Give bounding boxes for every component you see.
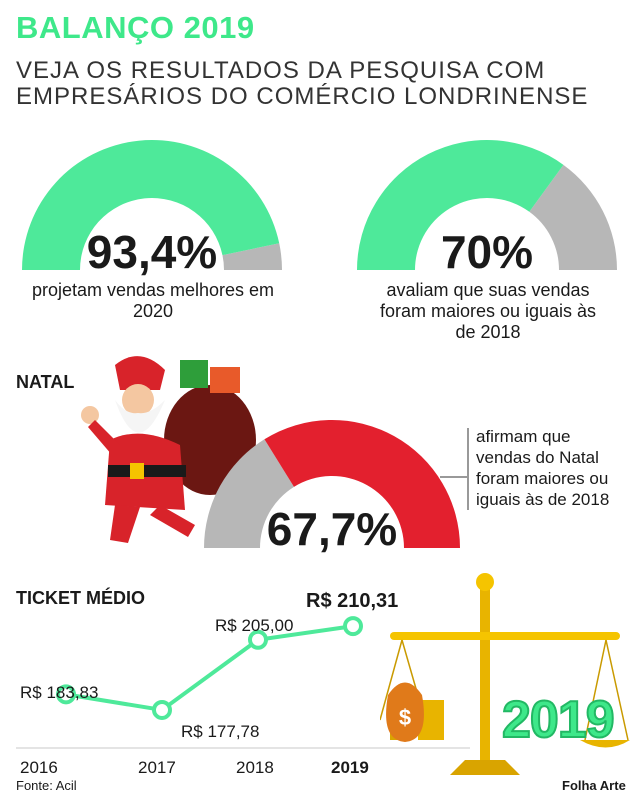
ticket-line-chart <box>16 616 470 749</box>
ticket-heading: TICKET MÉDIO <box>16 588 145 608</box>
data-point-2019 <box>343 616 363 637</box>
gauge-1-fill <box>22 140 280 270</box>
gift-box <box>210 367 240 393</box>
gift-box <box>180 360 208 388</box>
gauge-3-fill <box>264 420 460 548</box>
natal-heading: NATAL <box>16 372 75 392</box>
data-point-2018 <box>248 629 268 650</box>
footer-source: Fonte: Acil <box>16 778 77 793</box>
x-tick-2019: 2019 <box>331 758 369 777</box>
page-title: BALANÇO 2019 <box>16 10 255 45</box>
data-label-2016: R$ 183,83 <box>20 683 99 702</box>
scale-illustration: $ <box>380 573 630 775</box>
money-bag <box>386 682 424 742</box>
gauge-1-caption: projetam vendas melhores em 2020 <box>31 280 275 321</box>
scale-pole <box>480 585 490 765</box>
gauge-1-track <box>222 243 282 270</box>
santa-leg <box>110 505 140 543</box>
gauge-2-track <box>529 164 617 270</box>
gauge-2-fill <box>357 140 564 270</box>
santa-arm <box>88 420 120 455</box>
note-divider <box>467 428 469 510</box>
santa-belt <box>108 465 186 477</box>
data-label-2017: R$ 177,78 <box>181 722 260 741</box>
santa-illustration <box>81 356 256 543</box>
santa-hat <box>115 356 165 390</box>
gauge-3-value: 67,7% <box>266 503 398 555</box>
year-badge: 2019 <box>501 690 616 750</box>
santa-leg <box>150 505 195 537</box>
data-label-2019: R$ 210,31 <box>306 590 399 612</box>
gauge-1-value: 93,4% <box>86 226 218 278</box>
series-line <box>65 624 354 713</box>
data-point-2016 <box>56 684 76 705</box>
santa-beard <box>115 400 165 433</box>
gauge-3-track <box>204 439 294 548</box>
gauge-2-caption: avaliam que suas vendas foram maiores ou… <box>379 280 597 342</box>
scale-beam <box>390 632 620 640</box>
x-tick-2018: 2018 <box>236 758 274 777</box>
scale-top <box>476 573 494 591</box>
data-label-2018: R$ 205,00 <box>215 616 294 635</box>
santa-buckle <box>130 463 144 479</box>
scale-base <box>450 760 520 775</box>
note-connector <box>440 476 468 478</box>
gauge-3 <box>204 420 460 548</box>
money-bag-symbol: $ <box>399 705 411 730</box>
santa-hand <box>81 406 99 424</box>
gauge-2 <box>357 140 617 270</box>
gauge-1 <box>22 140 282 270</box>
gauge-3-caption: afirmam que vendas do Natal foram maiore… <box>476 427 610 509</box>
scale-pan-right <box>580 740 630 748</box>
gauge-2-value: 70% <box>440 226 534 278</box>
footer-credit: Folha Arte <box>562 778 626 793</box>
x-tick-2017: 2017 <box>138 758 176 777</box>
data-point-2017 <box>152 699 172 720</box>
santa-face <box>122 384 154 416</box>
x-tick-2016: 2016 <box>20 758 58 777</box>
page-subtitle: VEJA OS RESULTADOS DA PESQUISA COM EMPRE… <box>16 57 589 110</box>
